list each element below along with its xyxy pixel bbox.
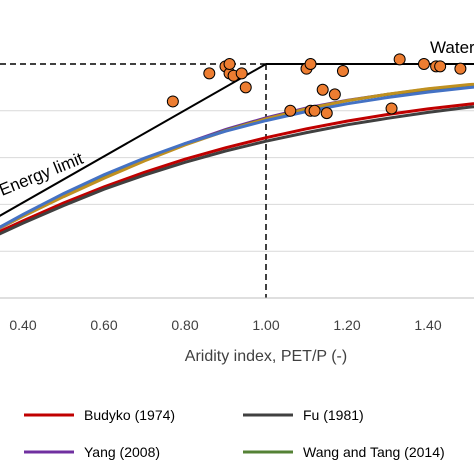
x-tick-label-3: 1.00 <box>252 317 279 333</box>
x-tick-label-1: 0.60 <box>90 317 117 333</box>
observation-point-19 <box>417 58 430 70</box>
limit-lines <box>0 63 474 298</box>
observation-point-17 <box>385 102 398 115</box>
observation-point-12 <box>308 104 321 117</box>
observation-point-22 <box>454 62 467 75</box>
observation-point-4 <box>223 58 236 70</box>
x-tick-label-5: 1.40 <box>414 317 441 333</box>
series-line-5 <box>0 85 474 229</box>
energy-limit-line <box>0 63 267 217</box>
observation-point-13 <box>316 83 329 96</box>
observation-point-0 <box>166 95 179 108</box>
x-tick-label-4: 1.20 <box>333 317 360 333</box>
model-curves <box>0 82 474 236</box>
observation-point-18 <box>393 53 406 66</box>
observation-point-7 <box>239 81 252 94</box>
legend-label-budyko: Budyko (1974) <box>84 407 175 423</box>
legend-label-yang: Yang (2008) <box>84 444 160 460</box>
observation-point-14 <box>320 107 333 120</box>
observation-points <box>166 53 467 120</box>
x-tick-label-2: 0.80 <box>171 317 198 333</box>
observation-point-8 <box>284 104 297 117</box>
observation-point-16 <box>336 65 349 78</box>
legend-label-wang-tang: Wang and Tang (2014) <box>303 444 445 460</box>
series-line-1 <box>0 105 474 236</box>
x-tick-label-0: 0.40 <box>9 317 36 333</box>
observation-point-15 <box>328 88 341 101</box>
series-line-0 <box>0 102 474 234</box>
observation-point-1 <box>203 67 216 80</box>
legend: Budyko (1974) Fu (1981) Yang (2008) Wang… <box>24 407 445 460</box>
x-axis-label: Aridity index, PET/P (-) <box>185 348 347 365</box>
water-limit-label: Water limit <box>430 38 474 57</box>
observation-point-21 <box>434 60 447 73</box>
gridlines <box>0 110 474 252</box>
observation-point-10 <box>304 58 317 70</box>
x-tick-labels: 0.40 0.60 0.80 1.00 1.20 1.40 <box>9 317 441 333</box>
observation-point-6 <box>235 67 248 80</box>
legend-label-fu: Fu (1981) <box>303 407 364 423</box>
